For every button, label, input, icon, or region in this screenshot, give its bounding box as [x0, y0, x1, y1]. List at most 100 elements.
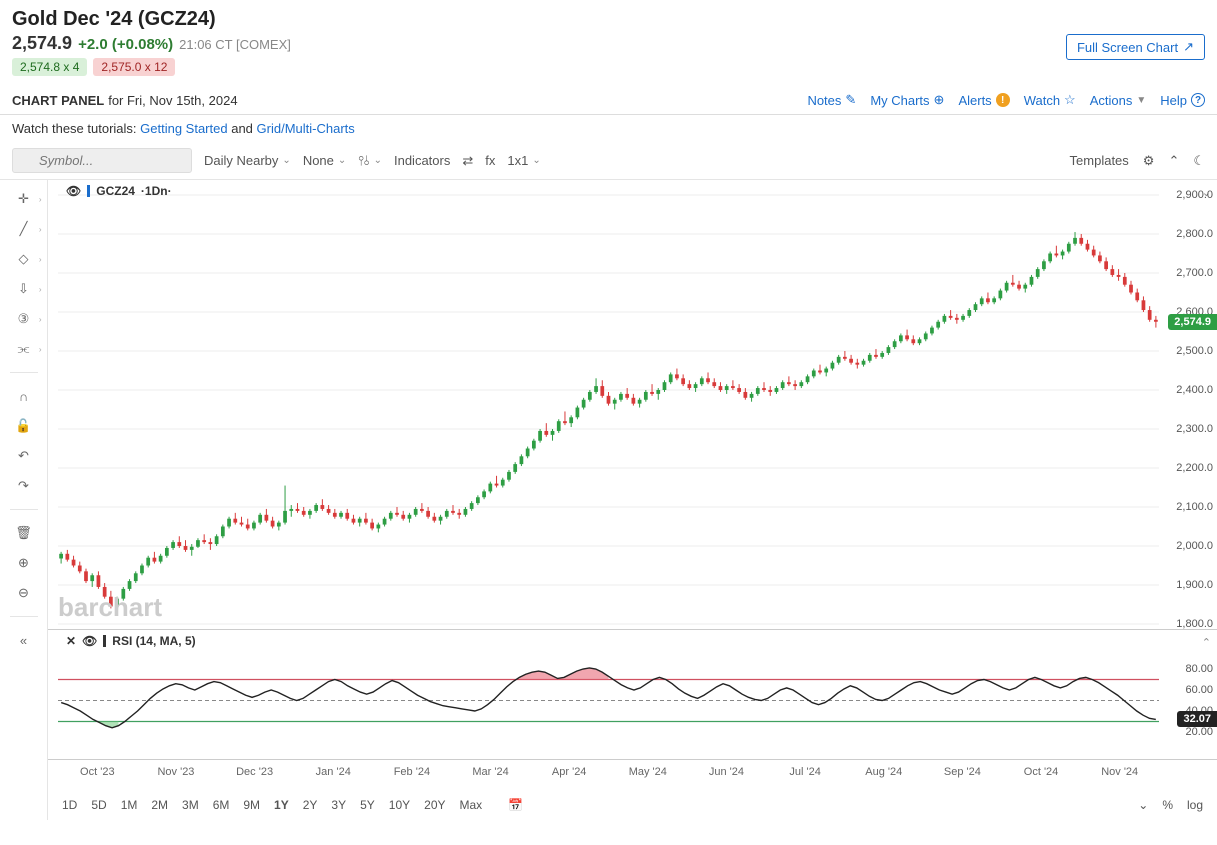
x-axis-label: Nov '23 — [157, 766, 194, 778]
magnet-tool[interactable]: ∩ — [10, 385, 38, 407]
fib-tool[interactable]: ③› — [10, 308, 38, 330]
y-axis-label: 1,900.0 — [1176, 579, 1213, 591]
zoom-in-tool[interactable]: ⊕ — [10, 552, 38, 574]
delete-tool[interactable]: 🗑 — [10, 522, 38, 544]
fullscreen-button[interactable]: Full Screen Chart ↗ — [1066, 34, 1205, 60]
log-toggle[interactable]: log — [1187, 798, 1203, 812]
collapse-toolbar[interactable]: « — [10, 629, 38, 651]
annotation-tool[interactable]: ⇩› — [10, 278, 38, 300]
chart-interval: ·1Dn· — [141, 184, 172, 198]
undo-tool[interactable]: ↶ — [10, 445, 38, 467]
y-axis-label: 2,800.0 — [1176, 228, 1213, 240]
trendline-tool[interactable]: ╱› — [10, 218, 38, 240]
pattern-tool[interactable]: ⫘› — [10, 338, 38, 360]
y-axis-label: 1,800.0 — [1176, 618, 1213, 630]
plus-circle-icon: ⊕ — [934, 92, 945, 108]
crosshair-tool[interactable]: ✛› — [10, 188, 38, 210]
y-axis-label: 2,300.0 — [1176, 423, 1213, 435]
y-axis-label: 80.00 — [1185, 663, 1213, 675]
star-icon: ☆ — [1064, 92, 1076, 108]
x-axis-label: Nov '24 — [1101, 766, 1138, 778]
layout-dropdown[interactable]: 1x1⌄ — [507, 153, 540, 168]
timeframe-5D[interactable]: 5D — [91, 798, 106, 812]
x-axis-label: Jan '24 — [316, 766, 351, 778]
ohlc-dropdown[interactable]: ⫯⫰⌄ — [358, 153, 382, 169]
templates-button[interactable]: Templates — [1070, 153, 1129, 168]
settings-button[interactable]: ⚙ — [1143, 153, 1155, 169]
series-color-bar — [87, 185, 90, 197]
timeframe-bar: 1D 5D 1M 2M 3M 6M 9M 1Y 2Y 3Y 5Y 10Y 20Y Max 📅 ⌄ % lo… — [48, 790, 1217, 820]
alerts-link[interactable]: Alerts! — [958, 93, 1009, 108]
collapse-down-icon[interactable]: ⌄ — [1138, 798, 1148, 812]
timeframe-Max[interactable]: Max — [460, 798, 483, 812]
x-axis-label: Dec '23 — [236, 766, 273, 778]
drawing-toolbar: ✛› ╱› ◇› ⇩› ③› ⫘› ∩ 🔓 ↶ ↷ 🗑 ⊕ ⊖ « — [0, 180, 48, 820]
timeframe-6M[interactable]: 6M — [213, 798, 230, 812]
timeframe-1Y[interactable]: 1Y — [274, 798, 289, 812]
eye-icon[interactable]: 👁 — [66, 184, 81, 198]
percent-toggle[interactable]: % — [1162, 798, 1173, 812]
candlestick-icon: ⫯⫰ — [358, 153, 369, 169]
watch-link[interactable]: Watch☆ — [1024, 92, 1076, 108]
bell-icon: ! — [996, 93, 1010, 107]
shape-tool[interactable]: ◇› — [10, 248, 38, 270]
notes-link[interactable]: Notes✎ — [807, 92, 856, 108]
chevron-down-icon: ▼ — [1136, 95, 1146, 106]
time-axis: Oct '23Nov '23Dec '23Jan '24Feb '24Mar '… — [48, 760, 1217, 790]
price-chart-pane[interactable]: 👁 GCZ24 ·1Dn· ⌄ 2,900.02,800.02,700.02,6… — [48, 180, 1217, 630]
fx-button[interactable]: fx — [485, 153, 495, 168]
chevron-down-icon: ⌄ — [532, 155, 540, 166]
y-axis-label: 2,500.0 — [1176, 345, 1213, 357]
current-price-tag: 2,574.9 — [1168, 314, 1217, 330]
x-axis-label: May '24 — [629, 766, 667, 778]
divider — [10, 616, 38, 617]
divider — [10, 509, 38, 510]
x-axis-label: Sep '24 — [944, 766, 981, 778]
zoom-out-tool[interactable]: ⊖ — [10, 582, 38, 604]
y-axis-label: 2,400.0 — [1176, 384, 1213, 396]
rsi-chart-svg — [48, 630, 1217, 759]
compare-icon: ⇄ — [462, 153, 473, 169]
series-color-bar — [103, 635, 106, 647]
timeframe-3M[interactable]: 3M — [182, 798, 199, 812]
help-link[interactable]: Help? — [1160, 93, 1205, 108]
x-axis-label: Oct '23 — [80, 766, 115, 778]
expand-icon: ↗ — [1183, 39, 1194, 55]
rsi-pane[interactable]: ✕ 👁 RSI (14, MA, 5) ⌃ 80.0060.0040.0020.… — [48, 630, 1217, 760]
timeframe-2M[interactable]: 2M — [151, 798, 168, 812]
collapse-up-button[interactable]: ⌃ — [1168, 153, 1179, 169]
tutorial-grid[interactable]: Grid/Multi-Charts — [257, 121, 355, 136]
timeframe-20Y[interactable]: 20Y — [424, 798, 445, 812]
timeframe-1M[interactable]: 1M — [121, 798, 138, 812]
style-dropdown[interactable]: None⌄ — [303, 153, 346, 168]
timeframe-2Y[interactable]: 2Y — [303, 798, 318, 812]
redo-tool[interactable]: ↷ — [10, 475, 38, 497]
indicators-button[interactable]: Indicators — [394, 153, 450, 168]
interval-dropdown[interactable]: Daily Nearby⌄ — [204, 153, 291, 168]
timeframe-5Y[interactable]: 5Y — [360, 798, 375, 812]
actions-dropdown[interactable]: Actions▼ — [1090, 93, 1147, 108]
theme-button[interactable]: ☾ — [1193, 153, 1205, 169]
lock-tool[interactable]: 🔓 — [10, 415, 38, 437]
x-axis-label: Oct '24 — [1024, 766, 1059, 778]
timeframe-1D[interactable]: 1D — [62, 798, 77, 812]
mycharts-link[interactable]: My Charts⊕ — [870, 92, 944, 108]
y-axis-label: 20.00 — [1185, 726, 1213, 738]
page-header: Gold Dec '24 (GCZ24) 2,574.9 +2.0 (+0.08… — [0, 0, 1217, 80]
compare-button[interactable]: ⇄ — [462, 153, 473, 169]
timeframe-3Y[interactable]: 3Y — [331, 798, 346, 812]
y-axis-label: 2,200.0 — [1176, 462, 1213, 474]
panel-label: CHART PANEL — [12, 93, 104, 108]
eye-icon[interactable]: 👁 — [82, 634, 97, 648]
x-axis-label: Mar '24 — [472, 766, 508, 778]
timeframe-9M[interactable]: 9M — [243, 798, 260, 812]
panel-date: for Fri, Nov 15th, 2024 — [108, 93, 237, 108]
tutorial-getting-started[interactable]: Getting Started — [140, 121, 227, 136]
close-icon[interactable]: ✕ — [66, 634, 76, 648]
calendar-icon[interactable]: 📅 — [508, 798, 523, 812]
pane-collapse[interactable]: ⌃ — [1202, 636, 1211, 649]
chart-panel-bar: CHART PANEL for Fri, Nov 15th, 2024 Note… — [0, 86, 1217, 115]
symbol-input[interactable] — [12, 148, 192, 173]
chart-toolbar: 🔍 Daily Nearby⌄ None⌄ ⫯⫰⌄ Indicators ⇄ f… — [0, 142, 1217, 180]
timeframe-10Y[interactable]: 10Y — [389, 798, 410, 812]
